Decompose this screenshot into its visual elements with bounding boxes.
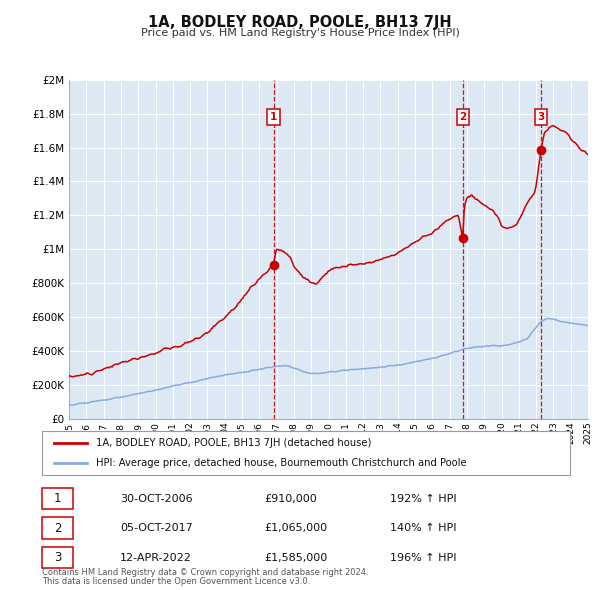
Text: 1A, BODLEY ROAD, POOLE, BH13 7JH (detached house): 1A, BODLEY ROAD, POOLE, BH13 7JH (detach… [96,438,371,448]
Text: 2: 2 [54,522,61,535]
Text: £1,585,000: £1,585,000 [264,553,327,562]
Text: 196% ↑ HPI: 196% ↑ HPI [390,553,457,562]
Text: 1A, BODLEY ROAD, POOLE, BH13 7JH: 1A, BODLEY ROAD, POOLE, BH13 7JH [148,15,452,30]
Text: 30-OCT-2006: 30-OCT-2006 [120,494,193,503]
Text: 12-APR-2022: 12-APR-2022 [120,553,192,562]
Text: 2: 2 [459,112,466,122]
Text: 3: 3 [538,112,545,122]
Text: £910,000: £910,000 [264,494,317,503]
Text: Contains HM Land Registry data © Crown copyright and database right 2024.: Contains HM Land Registry data © Crown c… [42,568,368,577]
Text: Price paid vs. HM Land Registry's House Price Index (HPI): Price paid vs. HM Land Registry's House … [140,28,460,38]
Text: 05-OCT-2017: 05-OCT-2017 [120,523,193,533]
Text: HPI: Average price, detached house, Bournemouth Christchurch and Poole: HPI: Average price, detached house, Bour… [96,458,467,467]
Text: 192% ↑ HPI: 192% ↑ HPI [390,494,457,503]
Text: 3: 3 [54,551,61,564]
Text: This data is licensed under the Open Government Licence v3.0.: This data is licensed under the Open Gov… [42,578,310,586]
Text: £1,065,000: £1,065,000 [264,523,327,533]
Text: 140% ↑ HPI: 140% ↑ HPI [390,523,457,533]
Text: 1: 1 [54,492,61,505]
Text: 1: 1 [270,112,277,122]
